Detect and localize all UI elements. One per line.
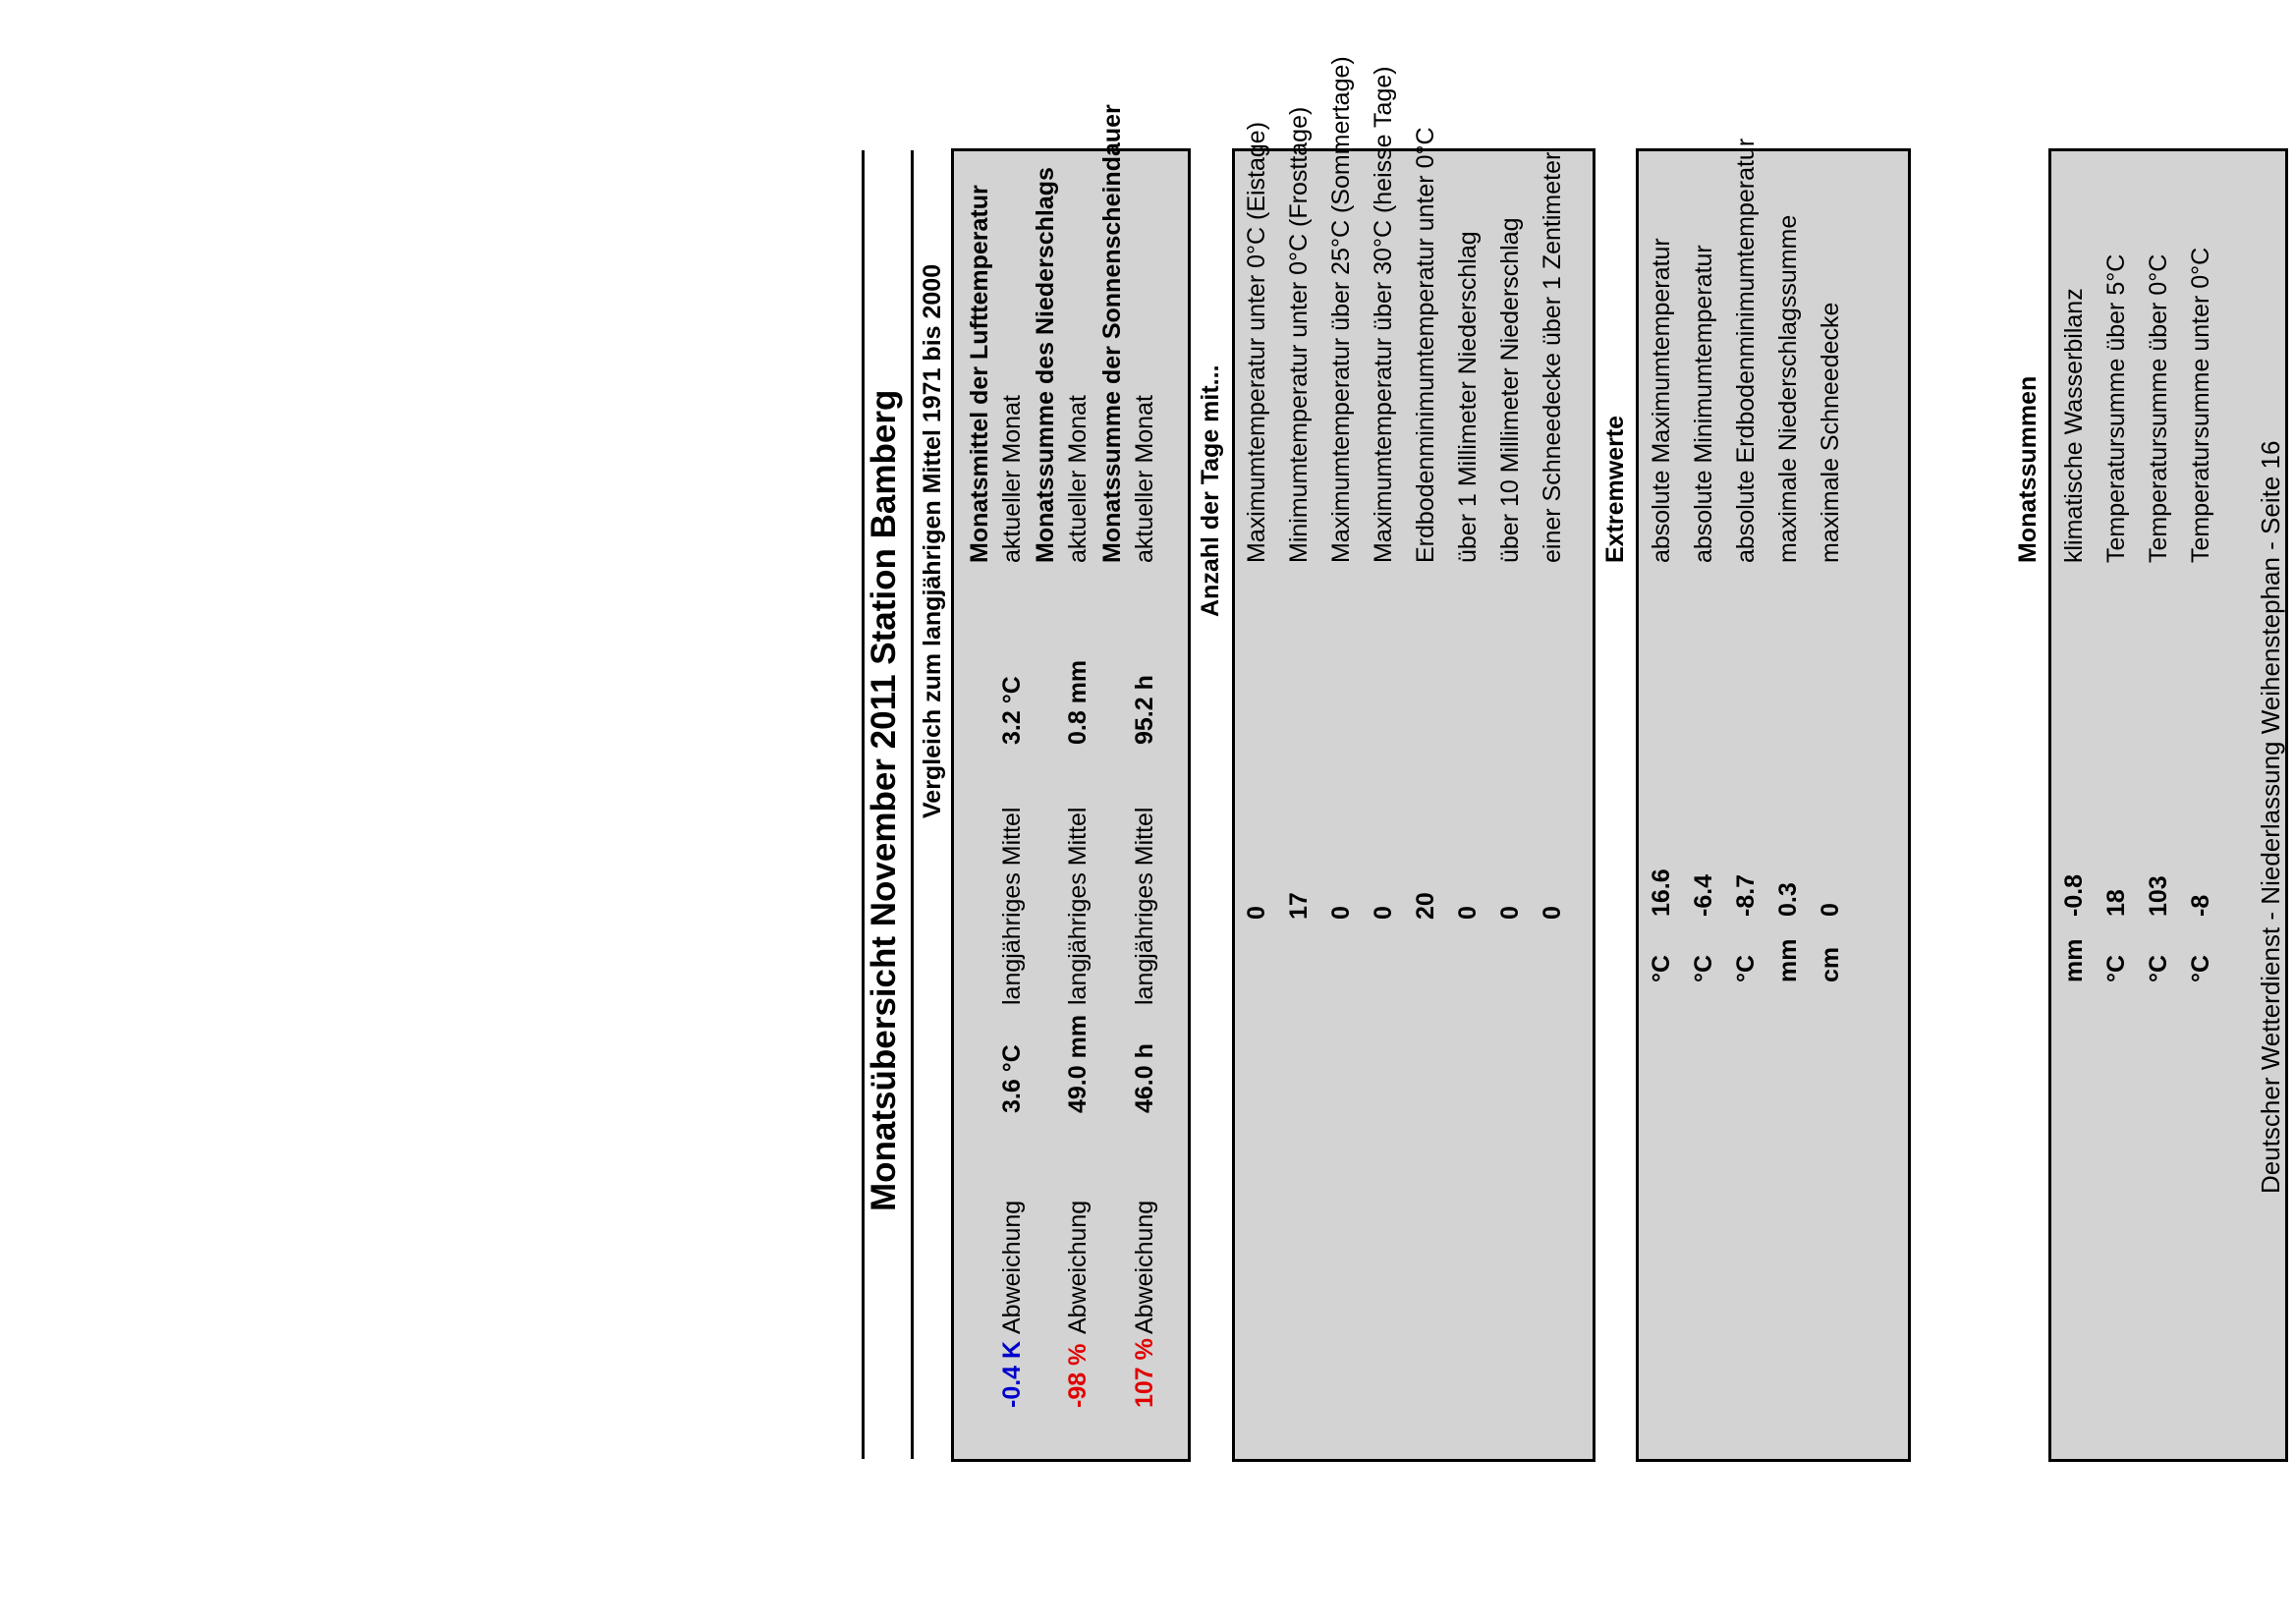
page-footer: Deutscher Wetterdienst - Niederlassung W… bbox=[2256, 440, 2285, 1194]
days-row-value: 0 bbox=[1496, 906, 1524, 920]
extreme-row-unit: °C bbox=[1690, 954, 1717, 982]
label-deviation: Abweichung bbox=[998, 1200, 1026, 1334]
sums-row-unit: °C bbox=[2145, 954, 2172, 982]
extreme-row-label: maximale Niederschlagssumme bbox=[1774, 214, 1802, 563]
sums-row-unit: °C bbox=[2102, 954, 2130, 982]
days-row-label: Erdbodenminimumtemperatur unter 0°C bbox=[1412, 127, 1439, 563]
days-row-label: Maximumtemperatur unter 0°C (Eistage) bbox=[1243, 121, 1270, 563]
sums-row-unit: mm bbox=[2060, 938, 2088, 982]
extreme-row-value: 16.6 bbox=[1648, 868, 1675, 917]
section-title-precip: Monatssumme des Niederschlags bbox=[1032, 167, 1059, 563]
title-rule bbox=[911, 150, 914, 1459]
days-row-value: 0 bbox=[1539, 906, 1566, 920]
extreme-row-label: absolute Minimumtemperatur bbox=[1690, 245, 1717, 563]
extreme-row-unit: mm bbox=[1774, 938, 1802, 982]
days-row-label: über 10 Millimeter Niederschlag bbox=[1496, 217, 1524, 563]
days-row-label: über 1 Millimeter Niederschlag bbox=[1454, 231, 1482, 563]
sums-row-label: Temperatursumme über 5°C bbox=[2102, 253, 2130, 563]
label-deviation: Abweichung bbox=[1131, 1200, 1158, 1334]
sums-row-value: 18 bbox=[2102, 889, 2130, 917]
extreme-row-value: -8.7 bbox=[1732, 873, 1760, 917]
sums-row-label: klimatische Wasserbilanz bbox=[2060, 288, 2088, 563]
days-row-label: Minimumtemperatur unter 0°C (Frosttage) bbox=[1285, 106, 1313, 563]
value-deviation: -0.4 K bbox=[998, 1340, 1026, 1408]
label-deviation: Abweichung bbox=[1064, 1200, 1092, 1334]
days-row-value: 0 bbox=[1454, 906, 1482, 920]
section-title-air-temp: Monatsmittel der Lufttemperatur bbox=[966, 185, 993, 563]
days-row-value: 17 bbox=[1285, 892, 1313, 920]
extreme-row-value: 0 bbox=[1817, 903, 1844, 917]
label-longterm: langjähriges Mittel bbox=[998, 807, 1026, 1006]
days-row-value: 0 bbox=[1243, 906, 1270, 920]
value-deviation: -98 % bbox=[1064, 1343, 1092, 1408]
value-current: 0.8 mm bbox=[1064, 659, 1092, 745]
extreme-row-value: -6.4 bbox=[1690, 873, 1717, 917]
days-row-value: 0 bbox=[1327, 906, 1355, 920]
sums-row-label: Temperatursumme über 0°C bbox=[2145, 253, 2172, 563]
sums-row-label: Temperatursumme unter 0°C bbox=[2187, 247, 2214, 563]
sums-row-value: -8 bbox=[2187, 894, 2214, 917]
sums-row-value: 103 bbox=[2145, 875, 2172, 917]
extreme-row-unit: cm bbox=[1817, 946, 1844, 982]
value-longterm: 46.0 h bbox=[1131, 1043, 1158, 1113]
extreme-row-label: absolute Maximumtemperatur bbox=[1648, 238, 1675, 563]
comparison-heading: Vergleich zum langjährigen Mittel 1971 b… bbox=[919, 263, 946, 818]
label-current: aktueller Monat bbox=[1131, 395, 1158, 563]
value-deviation: 107 % bbox=[1131, 1338, 1158, 1408]
days-row-value: 0 bbox=[1370, 906, 1397, 920]
label-longterm: langjähriges Mittel bbox=[1131, 807, 1158, 1006]
days-heading: Anzahl der Tage mit... bbox=[1197, 364, 1224, 617]
extreme-row-value: 0.3 bbox=[1774, 882, 1802, 917]
sums-row-unit: °C bbox=[2187, 954, 2214, 982]
days-row-label: Maximumtemperatur über 25°C (Sommertage) bbox=[1327, 56, 1355, 563]
sums-row-value: -0.8 bbox=[2060, 873, 2088, 917]
value-current: 3.2 °C bbox=[998, 676, 1026, 745]
extremes-heading: Extremwerte bbox=[1601, 415, 1629, 563]
label-current: aktueller Monat bbox=[998, 395, 1026, 563]
value-longterm: 49.0 mm bbox=[1064, 1014, 1092, 1113]
label-longterm: langjähriges Mittel bbox=[1064, 807, 1092, 1006]
extremes-box bbox=[1636, 148, 1911, 1462]
sums-heading: Monatssummen bbox=[2014, 375, 2042, 563]
value-longterm: 3.6 °C bbox=[998, 1044, 1026, 1113]
section-title-sunshine: Monatssumme der Sonnenscheindauer bbox=[1098, 104, 1126, 563]
days-row-label: Maximumtemperatur über 30°C (heisse Tage… bbox=[1370, 66, 1397, 563]
extreme-row-label: maximale Schneedecke bbox=[1817, 302, 1844, 563]
extreme-row-unit: °C bbox=[1732, 954, 1760, 982]
days-row-label: einer Schneedecke über 1 Zentimeter bbox=[1539, 151, 1566, 563]
extreme-row-unit: °C bbox=[1648, 954, 1675, 982]
value-current: 95.2 h bbox=[1131, 675, 1158, 745]
days-row-value: 20 bbox=[1412, 892, 1439, 920]
label-current: aktueller Monat bbox=[1064, 395, 1092, 563]
page-title: Monatsübersicht November 2011 Station Ba… bbox=[865, 389, 903, 1211]
extreme-row-label: absolute Erdbodenminimumtemperatur bbox=[1732, 138, 1760, 563]
